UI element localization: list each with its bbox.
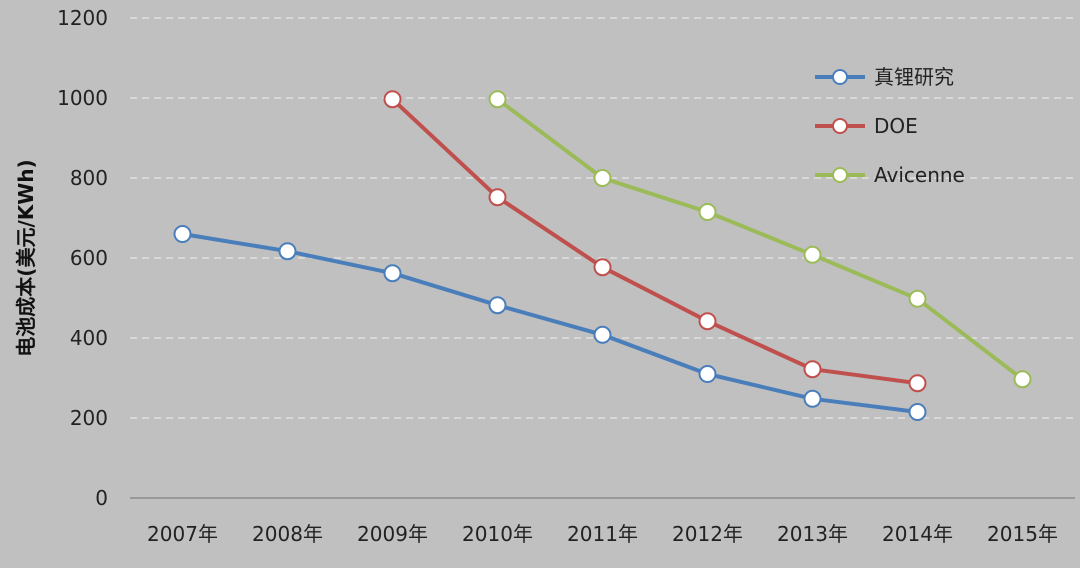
legend: 真锂研究 DOE Avicenne (815, 65, 965, 187)
x-tick-label: 2015年 (987, 522, 1058, 546)
y-tick-label: 0 (95, 486, 108, 510)
legend-swatch-marker (832, 167, 848, 183)
data-point (383, 90, 402, 109)
y-tick-label: 1000 (57, 86, 108, 110)
y-tick-label: 200 (70, 406, 108, 430)
series-lines (173, 90, 1032, 421)
series-line-1 (182, 232, 918, 414)
x-tick-label: 2014年 (882, 522, 953, 546)
x-axis-ticks: 2007年 2008年 2009年 2010年 2011年 2012年 2013年 2014年… (147, 522, 1058, 546)
series-line-2 (391, 97, 918, 386)
y-tick-label: 1200 (57, 6, 108, 30)
y-axis-ticks: 0 200 400 600 800 1000 1200 (57, 6, 108, 510)
y-axis-title: 电池成本(美元/KWh) (14, 159, 38, 356)
data-point (173, 225, 192, 243)
data-point (593, 169, 612, 187)
data-point (383, 264, 402, 283)
data-point (488, 90, 507, 109)
x-tick-label: 2009年 (357, 522, 428, 546)
x-tick-label: 2007年 (147, 522, 218, 546)
data-point (1013, 370, 1032, 389)
x-tick-label: 2010年 (462, 522, 533, 546)
y-tick-label: 600 (70, 246, 108, 270)
data-point (908, 403, 927, 421)
data-point (593, 325, 612, 344)
data-point (488, 296, 507, 315)
legend-label: DOE (874, 114, 918, 138)
series-line-3 (496, 97, 1024, 381)
data-point (698, 312, 717, 331)
x-tick-label: 2012年 (672, 522, 743, 546)
x-tick-label: 2013年 (777, 522, 848, 546)
data-point (803, 360, 822, 379)
data-point (908, 289, 927, 308)
data-point (698, 203, 717, 221)
legend-label: Avicenne (874, 163, 965, 187)
y-tick-label: 400 (70, 326, 108, 350)
x-tick-label: 2011年 (567, 522, 638, 546)
x-tick-label: 2008年 (252, 522, 323, 546)
data-point (593, 258, 612, 277)
data-point (278, 242, 297, 261)
legend-swatch-marker (832, 118, 848, 134)
legend-label: 真锂研究 (874, 65, 954, 89)
data-point (908, 374, 927, 393)
data-point (803, 389, 822, 408)
data-point (488, 188, 507, 207)
data-point (803, 245, 822, 264)
y-tick-label: 800 (70, 166, 108, 190)
legend-swatch-marker (832, 69, 848, 85)
data-point (698, 365, 717, 383)
